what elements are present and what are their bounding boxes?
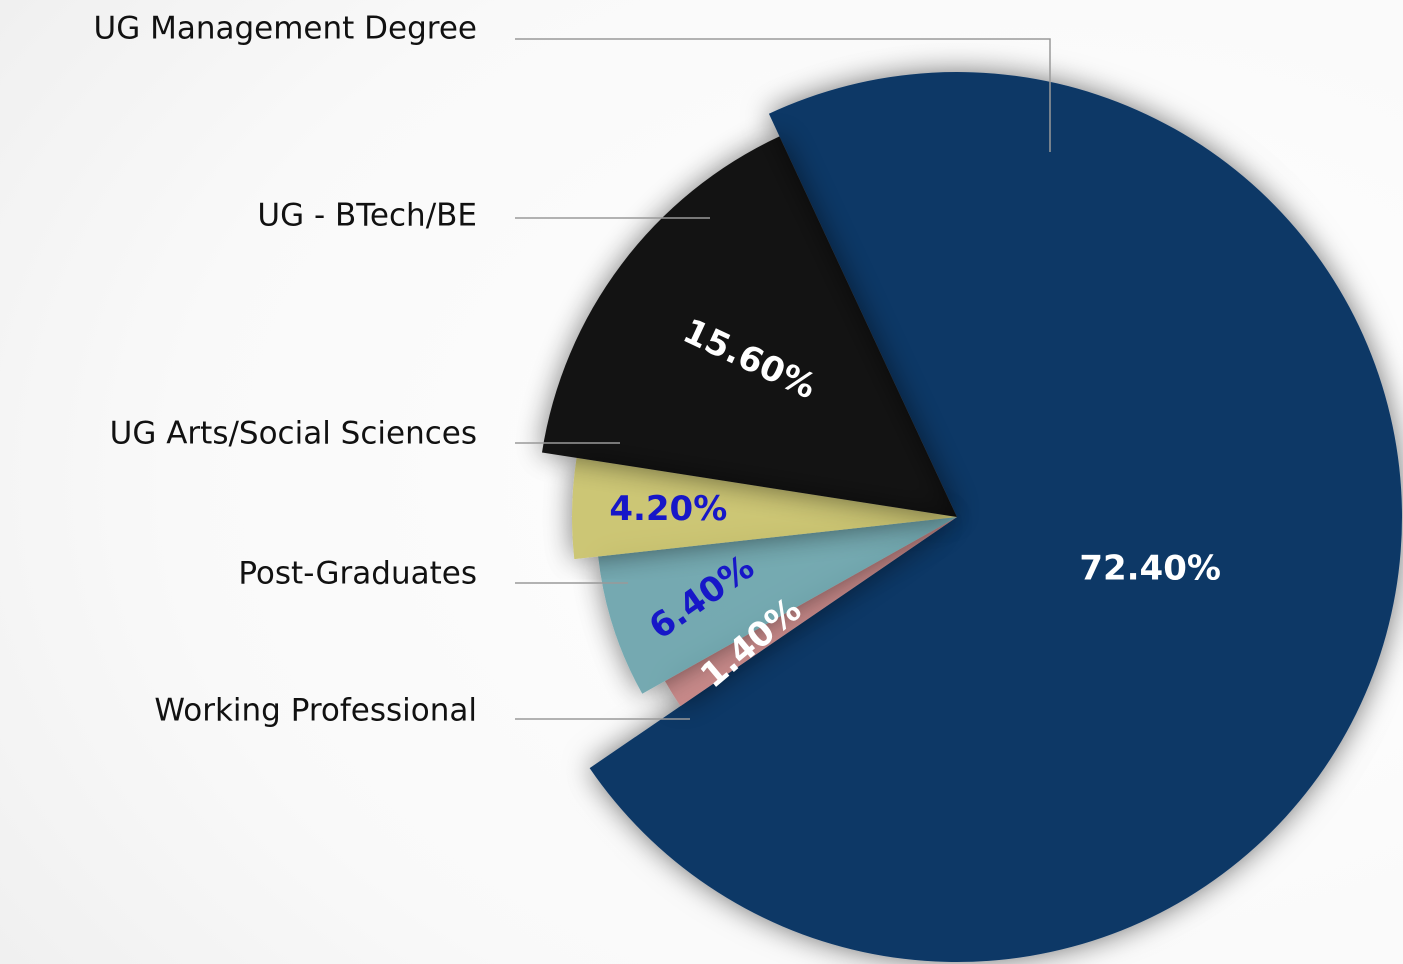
legend-label: Post-Graduates (238, 556, 477, 592)
pie (541, 71, 1402, 962)
pie-slice (664, 517, 957, 707)
pie-slice (541, 136, 957, 518)
legend-label: UG Management Degree (94, 11, 477, 47)
legend-label: UG - BTech/BE (257, 198, 477, 234)
pie-slice (598, 517, 957, 694)
leader-line (515, 38, 1051, 152)
data-label: 4.20% (609, 489, 727, 529)
legend-label: UG Arts/Social Sciences (110, 416, 477, 452)
pie-slice (589, 71, 1402, 962)
leader-lines (515, 38, 1051, 720)
legend-label: Working Professional (154, 693, 477, 729)
pie-slice (572, 457, 957, 560)
data-label: 72.40% (1079, 548, 1221, 588)
